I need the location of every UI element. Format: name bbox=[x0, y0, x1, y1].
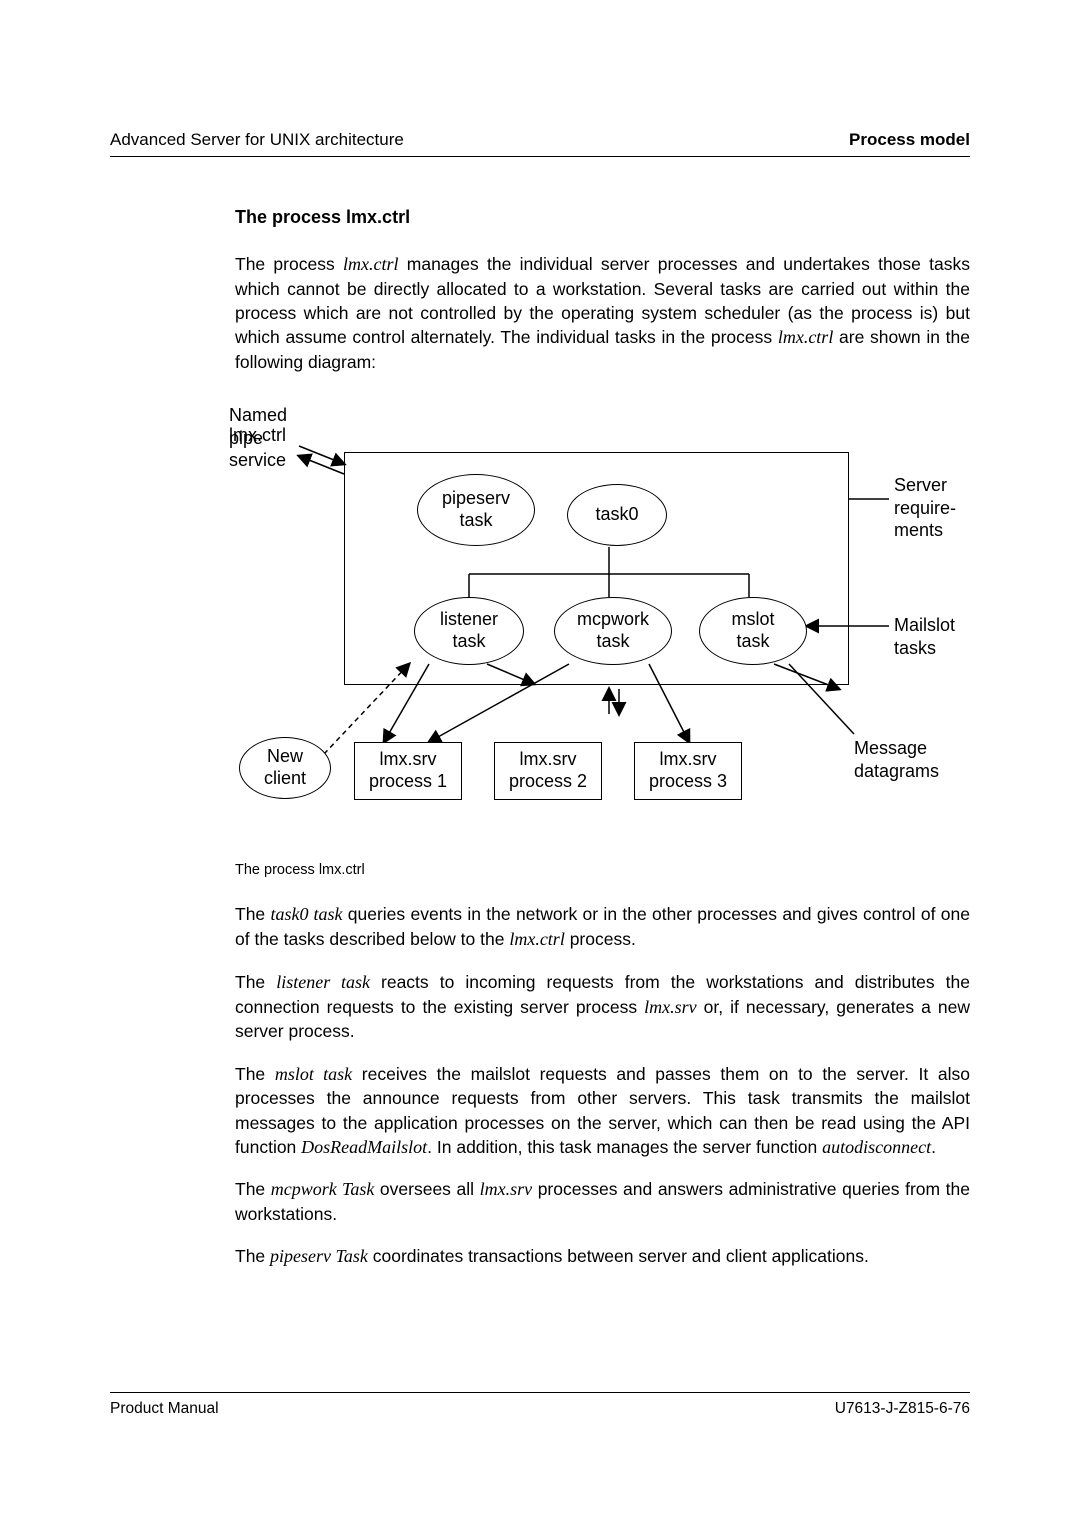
label-server-requirements: Server require- ments bbox=[894, 474, 956, 542]
running-header: Advanced Server for UNIX architecture Pr… bbox=[110, 130, 970, 157]
label-mailslot-tasks: Mailslot tasks bbox=[894, 614, 955, 659]
content-column: The process lmx.ctrl The process lmx.ctr… bbox=[110, 207, 970, 1269]
node-task0: task0 bbox=[567, 484, 667, 546]
term-lmx-ctrl: lmx.ctrl bbox=[509, 929, 565, 949]
para-listener: The listener task reacts to incoming req… bbox=[235, 970, 970, 1044]
text: The bbox=[235, 1064, 275, 1084]
text: . bbox=[931, 1137, 936, 1157]
node-new-client: New client bbox=[239, 737, 331, 799]
label-lmx-ctrl: lmx.ctrl bbox=[229, 424, 286, 447]
term-lmx-srv: lmx.srv bbox=[480, 1179, 533, 1199]
para-pipeserv: The pipeserv Task coordinates transactio… bbox=[235, 1244, 970, 1269]
text: . In addition, this task manages the ser… bbox=[427, 1137, 822, 1157]
term-autodisconnect: autodisconnect bbox=[822, 1137, 931, 1157]
figure-caption: The process lmx.ctrl bbox=[235, 862, 970, 878]
node-srv1: lmx.srv process 1 bbox=[354, 742, 462, 800]
text: The bbox=[235, 972, 276, 992]
text: The bbox=[235, 1179, 271, 1199]
text: The process bbox=[235, 254, 343, 274]
term-listener: listener task bbox=[276, 972, 370, 992]
intro-paragraph: The process lmx.ctrl manages the individ… bbox=[235, 252, 970, 374]
header-left: Advanced Server for UNIX architecture bbox=[110, 130, 404, 150]
node-listener: listener task bbox=[414, 597, 524, 665]
term-task0: task0 task bbox=[270, 904, 342, 924]
para-mcpwork: The mcpwork Task oversees all lmx.srv pr… bbox=[235, 1177, 970, 1226]
term-pipeserv: pipeserv Task bbox=[270, 1246, 368, 1266]
section-title: The process lmx.ctrl bbox=[235, 207, 970, 228]
footer-right: U7613-J-Z815-6-76 bbox=[835, 1400, 970, 1418]
term-mcpwork: mcpwork Task bbox=[271, 1179, 375, 1199]
footer-left: Product Manual bbox=[110, 1400, 219, 1418]
term-lmx-ctrl: lmx.ctrl bbox=[343, 254, 399, 274]
para-mslot: The mslot task receives the mailslot req… bbox=[235, 1062, 970, 1160]
node-pipeserv: pipeserv task bbox=[417, 474, 535, 546]
term-mslot: mslot task bbox=[275, 1064, 352, 1084]
term-lmx-ctrl: lmx.ctrl bbox=[778, 327, 834, 347]
text: The bbox=[235, 904, 270, 924]
node-mslot: mslot task bbox=[699, 597, 807, 665]
term-lmx-srv: lmx.srv bbox=[644, 997, 697, 1017]
process-diagram: Named pipe service lmx.ctrl Server requi… bbox=[229, 404, 969, 844]
text: process. bbox=[565, 929, 636, 949]
running-footer: Product Manual U7613-J-Z815-6-76 bbox=[110, 1392, 970, 1418]
node-srv2: lmx.srv process 2 bbox=[494, 742, 602, 800]
header-right: Process model bbox=[849, 130, 970, 150]
label-message-datagrams: Message datagrams bbox=[854, 737, 939, 782]
text: oversees all bbox=[374, 1179, 479, 1199]
node-mcpwork: mcpwork task bbox=[554, 597, 672, 665]
text: The bbox=[235, 1246, 270, 1266]
term-dosreadmailslot: DosReadMailslot bbox=[301, 1137, 427, 1157]
para-task0: The task0 task queries events in the net… bbox=[235, 902, 970, 952]
text: coordinates transactions between server … bbox=[368, 1246, 869, 1266]
node-srv3: lmx.srv process 3 bbox=[634, 742, 742, 800]
page: Advanced Server for UNIX architecture Pr… bbox=[0, 0, 1080, 1347]
